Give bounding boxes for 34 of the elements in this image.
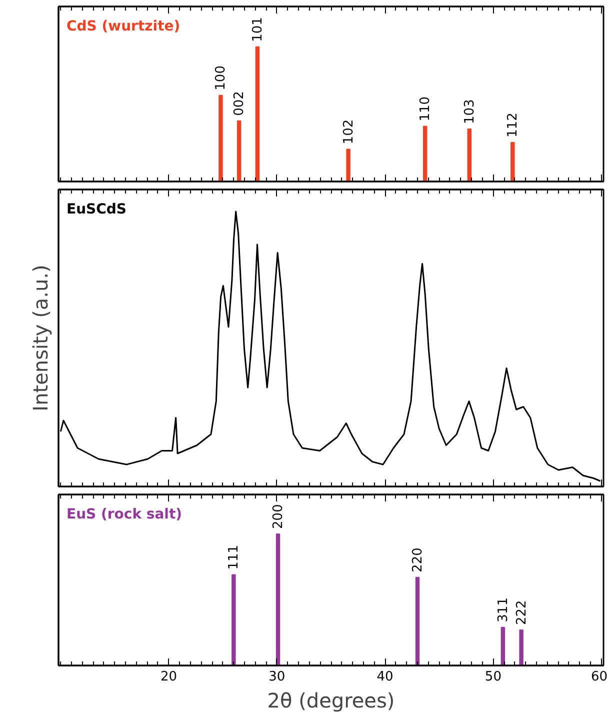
bar — [519, 629, 524, 666]
x-tick-label: 60 — [590, 670, 607, 684]
bar — [218, 94, 223, 182]
bar — [422, 126, 428, 182]
x-tick-label: 50 — [484, 670, 502, 684]
annotation: 110 — [418, 96, 434, 122]
chart-title: EuSCdS — [66, 202, 126, 218]
annotation: 102 — [341, 119, 356, 144]
bar — [510, 142, 515, 182]
bar — [500, 626, 506, 666]
annotation: 002 — [232, 91, 248, 116]
x-axis-title: 2θ (degrees) — [267, 688, 395, 712]
bar — [467, 128, 472, 182]
x-tick-label: 30 — [268, 670, 286, 684]
chart-title: CdS (wurtzite) — [66, 18, 180, 34]
annotation: 200 — [271, 504, 286, 529]
y-axis-title: Intensity (a.u.) — [28, 264, 52, 412]
annotation: 103 — [462, 99, 478, 124]
annotation: 311 — [496, 598, 511, 622]
bar — [346, 148, 350, 182]
x-tick-label: 40 — [376, 670, 394, 684]
bar — [232, 574, 236, 666]
annotation: 112 — [506, 112, 521, 138]
bar — [255, 46, 260, 182]
annotation: 100 — [214, 66, 229, 90]
annotation: 101 — [250, 17, 266, 42]
bar — [276, 533, 280, 666]
bar — [236, 120, 242, 182]
x-tick-label: 20 — [160, 670, 178, 684]
annotation: 222 — [514, 600, 530, 625]
annotation: 111 — [226, 544, 242, 570]
bar — [415, 576, 420, 666]
chart-title: EuS (rock salt) — [66, 506, 182, 522]
annotation: 220 — [410, 548, 426, 572]
